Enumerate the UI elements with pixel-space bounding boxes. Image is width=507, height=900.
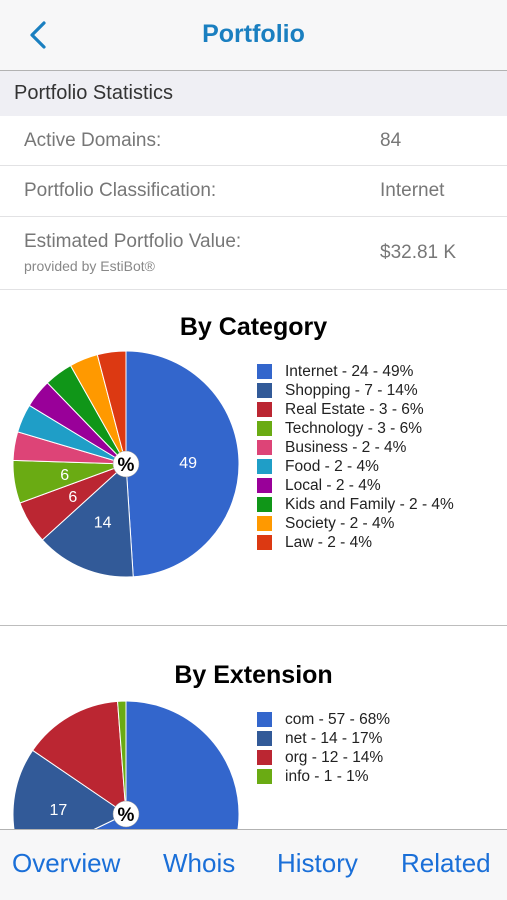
pie-center-badge — [112, 800, 140, 828]
pie-slice-shopping[interactable] — [41, 462, 134, 578]
legend-item: Technology - 3 - 6% — [257, 419, 454, 438]
legend-swatch — [257, 383, 272, 398]
legend-item: Society - 2 - 4% — [257, 514, 454, 533]
tab-history[interactable]: History — [277, 848, 358, 878]
legend-label: Society - 2 - 4% — [285, 514, 395, 532]
stat-row-estimated-value: Estimated Portfolio Value: provided by E… — [0, 217, 507, 290]
legend-swatch — [257, 750, 272, 765]
legend-swatch — [257, 421, 272, 436]
legend-label: Real Estate - 3 - 6% — [285, 400, 424, 418]
pie-slice-label: 14 — [94, 515, 112, 532]
pie-slice-info[interactable] — [117, 700, 127, 815]
legend-label: org - 12 - 14% — [285, 748, 384, 766]
stat-row-classification: Portfolio Classification: Internet — [0, 166, 507, 217]
back-button[interactable] — [20, 18, 56, 54]
legend-swatch — [257, 459, 272, 474]
tab-overview[interactable]: Overview — [12, 848, 121, 878]
legend-item: com - 57 - 68% — [257, 710, 390, 729]
legend-label: Business - 2 - 4% — [285, 438, 407, 456]
legend-swatch — [257, 516, 272, 531]
pie-slice-label: 49 — [179, 455, 197, 472]
legend-label: info - 1 - 1% — [285, 767, 369, 785]
pie-chart-extension: 6817% — [12, 700, 240, 900]
page-title: Portfolio — [202, 20, 305, 48]
legend-item: org - 12 - 14% — [257, 748, 390, 767]
stat-label: Estimated Portfolio Value: — [24, 231, 242, 252]
legend-swatch — [257, 478, 272, 493]
stat-label: Active Domains: — [24, 130, 162, 151]
legend-item: Law - 2 - 4% — [257, 533, 454, 552]
legend-swatch — [257, 364, 272, 379]
tab-related[interactable]: Related — [401, 848, 491, 878]
legend-label: Technology - 3 - 6% — [285, 419, 422, 437]
legend-item: Kids and Family - 2 - 4% — [257, 495, 454, 514]
legend-item: Real Estate - 3 - 6% — [257, 400, 454, 419]
pie-chart-category: 49 14 6 6% — [12, 350, 240, 578]
divider — [0, 625, 507, 626]
pie-center-label: % — [118, 455, 135, 476]
legend-item: Local - 2 - 4% — [257, 476, 454, 495]
chart-title-extension: By Extension — [174, 661, 333, 689]
legend-swatch — [257, 731, 272, 746]
legend-swatch — [257, 769, 272, 784]
legend-item: net - 14 - 17% — [257, 729, 390, 748]
legend-label: Shopping - 7 - 14% — [285, 381, 418, 399]
pie-slice-law[interactable] — [96, 350, 127, 465]
legend-label: Local - 2 - 4% — [285, 476, 381, 494]
pie-center-badge — [112, 450, 140, 478]
legend-item: Food - 2 - 4% — [257, 457, 454, 476]
legend-swatch — [257, 497, 272, 512]
pie-center-label: % — [118, 805, 135, 826]
legend-swatch — [257, 402, 272, 417]
stat-row-active-domains: Active Domains: 84 — [0, 116, 507, 166]
pie-slice-label: 17 — [49, 802, 67, 819]
pie-slice-label: 6 — [68, 489, 77, 506]
legend-label: Internet - 24 - 49% — [285, 362, 414, 380]
pie-slice-org[interactable] — [31, 700, 127, 815]
navigation-bar: Portfolio — [0, 0, 507, 71]
legend-swatch — [257, 535, 272, 550]
legend-swatch — [257, 440, 272, 455]
section-header: Portfolio Statistics — [0, 71, 507, 116]
legend-swatch — [257, 712, 272, 727]
legend-category: Internet - 24 - 49% Shopping - 7 - 14% Rea… — [257, 362, 454, 552]
chart-title-category: By Category — [179, 313, 328, 341]
legend-item: Internet - 24 - 49% — [257, 362, 454, 381]
stat-label: Portfolio Classification: — [24, 180, 217, 201]
legend-item: Business - 2 - 4% — [257, 438, 454, 457]
legend-label: net - 14 - 17% — [285, 729, 383, 747]
legend-label: com - 57 - 68% — [285, 710, 391, 728]
pie-slice-internet[interactable] — [125, 350, 240, 578]
chevron-left-icon — [30, 21, 46, 49]
pie-slice-label: 6 — [60, 467, 69, 484]
stat-value: $32.81 K — [380, 242, 457, 263]
legend-label: Law - 2 - 4% — [285, 533, 373, 551]
tab-whois[interactable]: Whois — [163, 848, 236, 878]
legend-item: Shopping - 7 - 14% — [257, 381, 454, 400]
legend-label: Kids and Family - 2 - 4% — [285, 495, 454, 513]
legend-extension: com - 57 - 68% net - 14 - 17% org - 12 - 1… — [257, 710, 390, 786]
stat-value: 84 — [380, 130, 402, 151]
stat-value: Internet — [380, 180, 445, 201]
tab-bar: Overview Whois History Related — [0, 829, 507, 900]
stat-sublabel: provided by EstiBot® — [24, 258, 155, 274]
legend-item: info - 1 - 1% — [257, 767, 390, 786]
legend-label: Food - 2 - 4% — [285, 457, 379, 475]
